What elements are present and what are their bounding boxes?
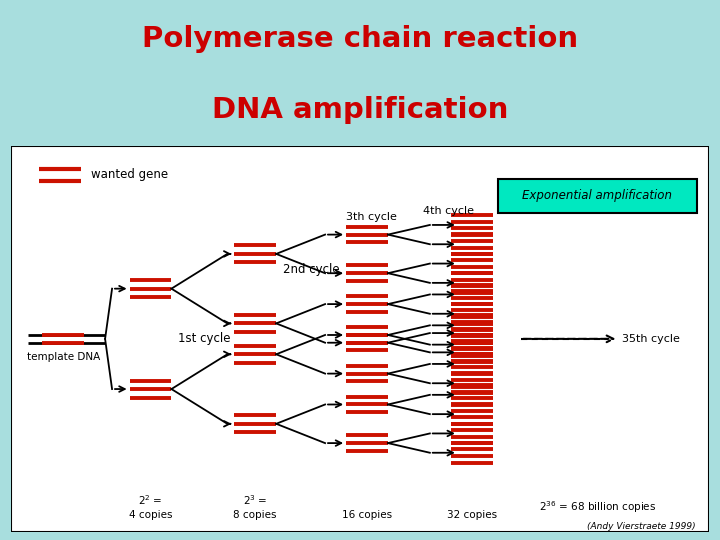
- Text: (Andy Vierstraete 1999): (Andy Vierstraete 1999): [587, 522, 696, 531]
- FancyBboxPatch shape: [498, 179, 698, 213]
- Text: 35th cycle: 35th cycle: [622, 334, 680, 344]
- Text: Polymerase chain reaction: Polymerase chain reaction: [142, 25, 578, 53]
- Text: 2nd cycle: 2nd cycle: [283, 263, 340, 276]
- Text: wanted gene: wanted gene: [91, 168, 168, 181]
- Text: $2^2$ =
4 copies: $2^2$ = 4 copies: [129, 494, 172, 521]
- Text: 4th cycle: 4th cycle: [423, 206, 474, 217]
- Text: 1st cycle: 1st cycle: [179, 332, 231, 346]
- Text: $2^3$ =
8 copies: $2^3$ = 8 copies: [233, 494, 277, 521]
- Text: Exponential amplification: Exponential amplification: [523, 190, 672, 202]
- Text: DNA amplification: DNA amplification: [212, 96, 508, 124]
- Text: 32 copies: 32 copies: [446, 510, 497, 519]
- Text: 16 copies: 16 copies: [342, 510, 392, 519]
- Text: 3th cycle: 3th cycle: [346, 212, 397, 222]
- Text: $2^{36}$ = 68 billion copies: $2^{36}$ = 68 billion copies: [539, 499, 656, 515]
- Text: template DNA: template DNA: [27, 352, 100, 362]
